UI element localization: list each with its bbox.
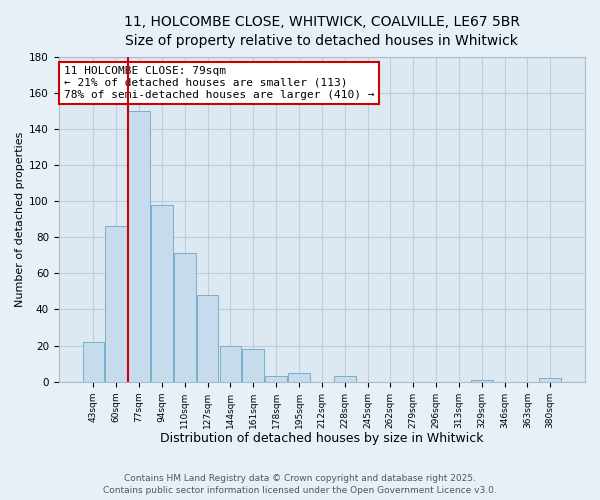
Bar — [128, 111, 150, 382]
Bar — [242, 349, 264, 382]
Bar — [151, 204, 173, 382]
Bar — [288, 372, 310, 382]
Text: 11 HOLCOMBE CLOSE: 79sqm
← 21% of detached houses are smaller (113)
78% of semi-: 11 HOLCOMBE CLOSE: 79sqm ← 21% of detach… — [64, 66, 374, 100]
Bar — [106, 226, 127, 382]
Text: Contains HM Land Registry data © Crown copyright and database right 2025.
Contai: Contains HM Land Registry data © Crown c… — [103, 474, 497, 495]
Y-axis label: Number of detached properties: Number of detached properties — [15, 132, 25, 307]
X-axis label: Distribution of detached houses by size in Whitwick: Distribution of detached houses by size … — [160, 432, 484, 445]
Bar — [83, 342, 104, 382]
Bar — [197, 295, 218, 382]
Title: 11, HOLCOMBE CLOSE, WHITWICK, COALVILLE, LE67 5BR
Size of property relative to d: 11, HOLCOMBE CLOSE, WHITWICK, COALVILLE,… — [124, 15, 520, 48]
Bar — [334, 376, 356, 382]
Bar — [265, 376, 287, 382]
Bar — [174, 254, 196, 382]
Bar — [539, 378, 561, 382]
Bar — [220, 346, 241, 382]
Bar — [471, 380, 493, 382]
